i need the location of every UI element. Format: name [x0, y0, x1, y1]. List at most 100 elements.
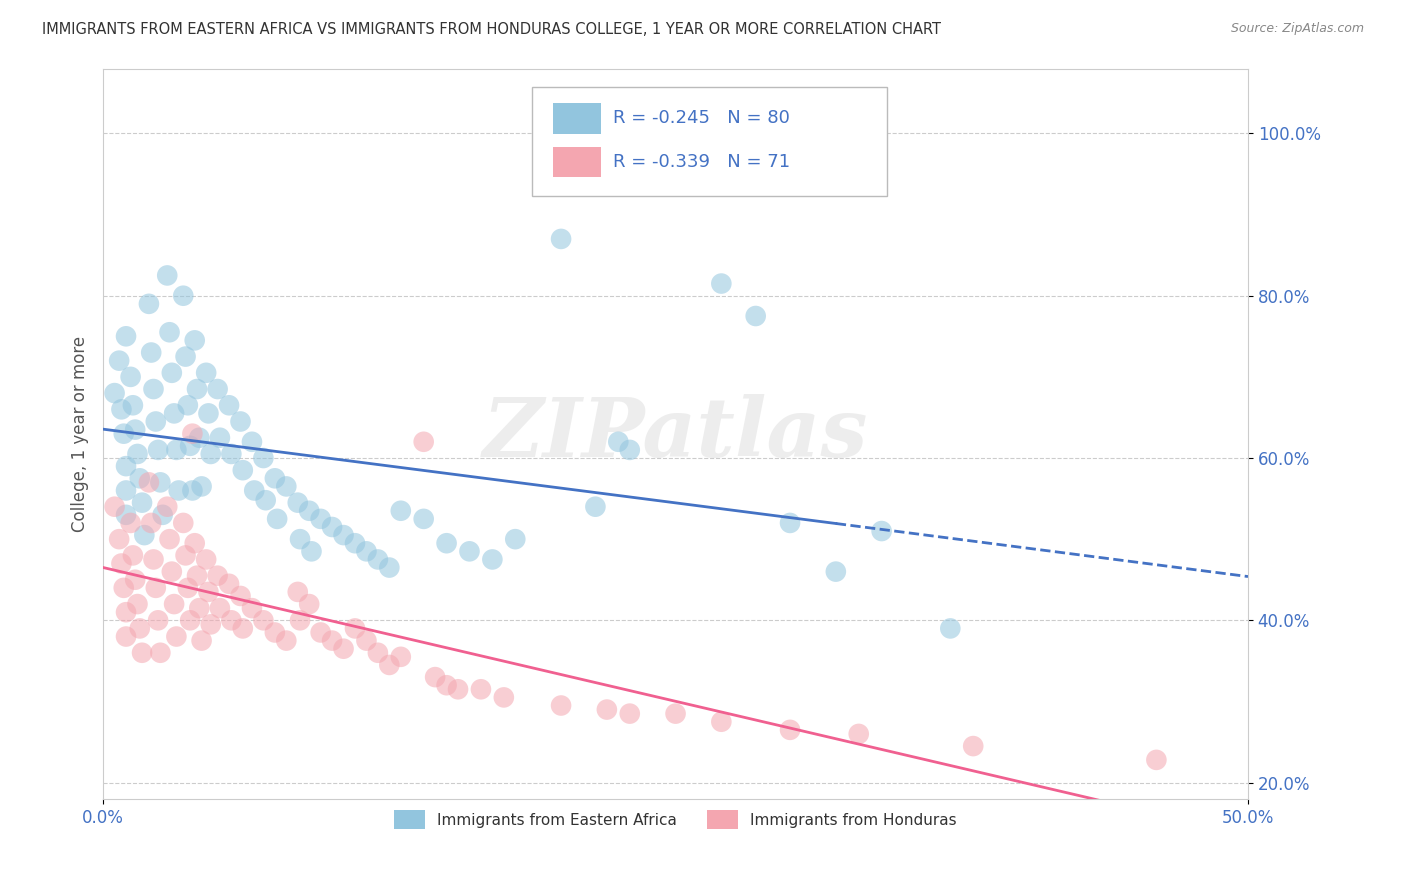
Point — [356, 633, 378, 648]
Point — [266, 512, 288, 526]
Point — [172, 516, 194, 530]
Point — [120, 370, 142, 384]
Point — [436, 678, 458, 692]
Point — [124, 573, 146, 587]
Point — [149, 475, 172, 490]
Point — [188, 431, 211, 445]
Point — [619, 442, 641, 457]
FancyBboxPatch shape — [553, 146, 602, 178]
Point — [221, 447, 243, 461]
Point — [146, 613, 169, 627]
Point — [142, 382, 165, 396]
Point — [492, 690, 515, 705]
Point — [131, 646, 153, 660]
Point — [939, 622, 962, 636]
Point — [131, 496, 153, 510]
Point — [128, 471, 150, 485]
Point — [172, 289, 194, 303]
Legend: Immigrants from Eastern Africa, Immigrants from Honduras: Immigrants from Eastern Africa, Immigran… — [388, 805, 963, 835]
Point — [470, 682, 492, 697]
Point — [332, 641, 354, 656]
Point — [124, 423, 146, 437]
Point — [195, 366, 218, 380]
Point — [179, 613, 201, 627]
Point — [232, 622, 254, 636]
Point — [356, 544, 378, 558]
Point — [207, 382, 229, 396]
Point — [378, 657, 401, 672]
Point — [145, 415, 167, 429]
Point — [321, 520, 343, 534]
Point — [779, 723, 801, 737]
Point — [177, 581, 200, 595]
Point — [208, 431, 231, 445]
Point — [309, 625, 332, 640]
Point — [174, 549, 197, 563]
Point — [163, 406, 186, 420]
Point — [134, 528, 156, 542]
Point — [190, 479, 212, 493]
Point — [115, 605, 138, 619]
Point — [240, 601, 263, 615]
Point — [160, 366, 183, 380]
Point — [183, 334, 205, 348]
Point — [288, 532, 311, 546]
Point — [181, 483, 204, 498]
Point — [188, 601, 211, 615]
Point — [103, 386, 125, 401]
Point — [179, 439, 201, 453]
Point — [186, 382, 208, 396]
Point — [550, 232, 572, 246]
Point — [167, 483, 190, 498]
Point — [481, 552, 503, 566]
Point — [138, 475, 160, 490]
Point — [378, 560, 401, 574]
Point — [710, 714, 733, 729]
Point — [389, 504, 412, 518]
Point — [110, 402, 132, 417]
Point — [127, 447, 149, 461]
Point — [596, 702, 619, 716]
Point — [229, 415, 252, 429]
Point — [309, 512, 332, 526]
Point — [550, 698, 572, 713]
Point — [197, 585, 219, 599]
Point — [112, 426, 135, 441]
Point — [744, 309, 766, 323]
Point — [115, 329, 138, 343]
Point — [252, 613, 274, 627]
Point — [141, 516, 163, 530]
Point — [141, 345, 163, 359]
Point — [1144, 753, 1167, 767]
Point — [287, 496, 309, 510]
Point — [367, 646, 389, 660]
Point — [848, 727, 870, 741]
Point — [232, 463, 254, 477]
Point — [287, 585, 309, 599]
Point — [200, 447, 222, 461]
Point — [412, 434, 434, 449]
Point — [115, 483, 138, 498]
FancyBboxPatch shape — [533, 87, 887, 196]
Point — [110, 557, 132, 571]
Point — [321, 633, 343, 648]
Text: IMMIGRANTS FROM EASTERN AFRICA VS IMMIGRANTS FROM HONDURAS COLLEGE, 1 YEAR OR MO: IMMIGRANTS FROM EASTERN AFRICA VS IMMIGR… — [42, 22, 941, 37]
Point — [122, 549, 145, 563]
Point — [218, 398, 240, 412]
Point — [122, 398, 145, 412]
Point — [142, 552, 165, 566]
Point — [108, 353, 131, 368]
Point — [115, 508, 138, 522]
Point — [252, 450, 274, 465]
Point — [197, 406, 219, 420]
Point — [447, 682, 470, 697]
Point — [301, 544, 323, 558]
Point — [332, 528, 354, 542]
Point — [112, 581, 135, 595]
Point — [200, 617, 222, 632]
Point — [343, 536, 366, 550]
Text: R = -0.245   N = 80: R = -0.245 N = 80 — [613, 109, 789, 128]
Point — [108, 532, 131, 546]
Point — [288, 613, 311, 627]
Point — [870, 524, 893, 538]
